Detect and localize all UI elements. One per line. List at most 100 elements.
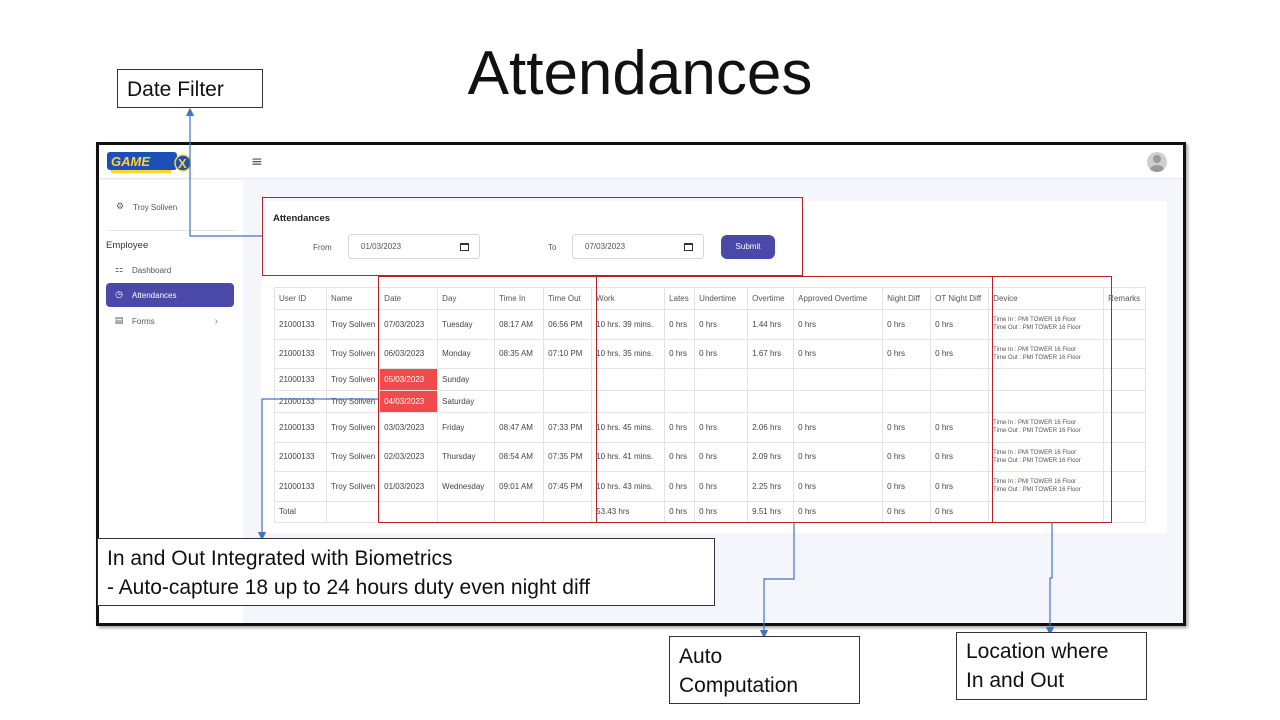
cell-user-id: 21000133 — [274, 471, 327, 502]
cell-time-in: 08:47 AM — [494, 412, 545, 443]
cell-work: 10 hrs. 35 mins. — [591, 338, 666, 369]
cell-remarks — [1103, 368, 1147, 391]
sidebar-item-dashboard[interactable]: ⚏ Dashboard — [106, 258, 234, 282]
table-row[interactable]: 21000133 Troy Soliven 06/03/2023 Monday 08:3… — [274, 338, 1147, 369]
table-total-row: Total 53.43 hrs 0 hrs 0 hrs 9.51 hrs 0 hrs 0 h… — [274, 500, 1147, 523]
cell-date: 07/03/2023 — [379, 309, 439, 340]
sidebar-user[interactable]: ⚙ Troy Soliven — [115, 202, 177, 212]
cell-name: Troy Soliven — [325, 309, 381, 340]
cell-user-id: 21000133 — [274, 338, 327, 369]
total-work: 53.43 hrs — [591, 500, 666, 523]
cell-approved-ot: 0 hrs — [793, 441, 884, 472]
total-approved-ot: 0 hrs — [793, 500, 884, 523]
chevron-right-icon: › — [214, 315, 218, 327]
cell-lates: 0 hrs — [664, 412, 696, 443]
sidebar-item-forms[interactable]: ▤ Forms › — [106, 309, 234, 333]
cell-device: Time In : PMI TOWER 16 Floor Time Out : P… — [988, 441, 1105, 472]
cell-time-out: 07:33 PM — [543, 412, 593, 443]
total-empty-cell — [325, 500, 381, 523]
auto-computation-callout-line2: Computation — [679, 674, 799, 697]
cell-night-diff — [882, 368, 932, 391]
table-row[interactable]: 21000133 Troy Soliven 05/03/2023 Sunday — [274, 368, 1147, 391]
total-ot-night-diff: 0 hrs — [930, 500, 990, 523]
table-row[interactable]: 21000133 Troy Soliven 07/03/2023 Tuesday 08:… — [274, 309, 1147, 340]
cell-name: Troy Soliven — [325, 368, 381, 391]
from-date-value: 01/03/2023 — [361, 242, 402, 251]
sidebar-user-name: Troy Soliven — [133, 202, 178, 212]
cell-name: Troy Soliven — [325, 471, 381, 502]
total-empty-cell — [1103, 500, 1147, 523]
cell-undertime: 0 hrs — [694, 471, 749, 502]
cell-lates: 0 hrs — [664, 309, 696, 340]
form-icon: ▤ — [114, 316, 124, 326]
auto-computation-callout-line1: Auto — [679, 645, 723, 668]
device-time-out: Time Out : PMI TOWER 16 Floor — [993, 325, 1081, 332]
cell-day: Saturday — [437, 390, 496, 413]
column-header: User ID — [274, 287, 327, 310]
column-header: Name — [325, 287, 381, 310]
device-time-out: Time Out : PMI TOWER 16 Floor — [993, 487, 1081, 494]
cell-lates — [664, 390, 696, 413]
cell-device: Time In : PMI TOWER 16 Floor Time Out : P… — [988, 338, 1105, 369]
cell-overtime: 2.06 hrs — [747, 412, 795, 443]
cell-device — [988, 390, 1105, 413]
gamex-logo-icon[interactable]: GAME X — [107, 149, 191, 175]
cell-approved-ot — [793, 390, 884, 413]
cell-device: Time In : PMI TOWER 16 Floor Time Out : P… — [988, 471, 1105, 502]
cell-time-in: 09:01 AM — [494, 471, 545, 502]
from-label: From — [313, 243, 332, 252]
to-date-input[interactable]: 07/03/2023 — [572, 234, 704, 259]
cell-night-diff — [882, 390, 932, 413]
avatar-icon[interactable] — [1147, 152, 1167, 172]
cell-overtime — [747, 390, 795, 413]
hamburger-icon[interactable]: ≡ — [251, 154, 263, 170]
sidebar-item-attendances[interactable]: ◷ Attendances — [106, 283, 234, 307]
device-time-out: Time Out : PMI TOWER 16 Floor — [993, 354, 1081, 361]
column-header: Day — [437, 287, 496, 310]
column-header: Overtime — [747, 287, 795, 310]
cell-name: Troy Soliven — [325, 441, 381, 472]
cell-device: Time In : PMI TOWER 16 Floor Time Out : P… — [988, 412, 1105, 443]
device-time-in: Time In : PMI TOWER 16 Floor — [993, 346, 1077, 353]
svg-text:GAME: GAME — [111, 154, 150, 169]
column-header: Undertime — [694, 287, 749, 310]
calendar-icon[interactable] — [460, 243, 469, 251]
table-row[interactable]: 21000133 Troy Soliven 01/03/2023 Wednesday 0… — [274, 471, 1147, 502]
top-bar: GAME X ≡ — [99, 145, 1183, 179]
cell-remarks — [1103, 309, 1147, 340]
table-row[interactable]: 21000133 Troy Soliven 03/03/2023 Friday 08:4… — [274, 412, 1147, 443]
cell-lates — [664, 368, 696, 391]
table-row[interactable]: 21000133 Troy Soliven 02/03/2023 Thursday 08… — [274, 441, 1147, 472]
cell-work: 10 hrs. 45 mins. — [591, 412, 666, 443]
cell-work: 10 hrs. 41 mins. — [591, 441, 666, 472]
calendar-icon[interactable] — [684, 243, 693, 251]
cell-date: 04/03/2023 — [379, 390, 439, 413]
cell-remarks — [1103, 471, 1147, 502]
cell-user-id: 21000133 — [274, 309, 327, 340]
cell-user-id: 21000133 — [274, 441, 327, 472]
cell-ot-night-diff: 0 hrs — [930, 338, 990, 369]
location-callout-line2: In and Out — [966, 669, 1065, 692]
cell-user-id: 21000133 — [274, 368, 327, 391]
biometrics-callout: In and Out Integrated with Biometrics - … — [97, 538, 715, 606]
cell-lates: 0 hrs — [664, 338, 696, 369]
cell-night-diff: 0 hrs — [882, 338, 932, 369]
table-row[interactable]: 21000133 Troy Soliven 04/03/2023 Saturday — [274, 390, 1147, 413]
auto-computation-callout: Auto Computation — [669, 636, 860, 704]
cell-device — [988, 368, 1105, 391]
cell-undertime — [694, 390, 749, 413]
cell-time-in: 08:17 AM — [494, 309, 545, 340]
cell-undertime: 0 hrs — [694, 412, 749, 443]
column-header: Date — [379, 287, 439, 310]
cell-date: 02/03/2023 — [379, 441, 439, 472]
from-date-input[interactable]: 01/03/2023 — [348, 234, 480, 259]
submit-button[interactable]: Submit — [721, 235, 775, 259]
device-time-out: Time Out : PMI TOWER 16 Floor — [993, 457, 1081, 464]
cell-night-diff: 0 hrs — [882, 412, 932, 443]
total-empty-cell — [494, 500, 545, 523]
cell-date: 05/03/2023 — [379, 368, 439, 391]
sidebar-item-label: Forms — [132, 316, 155, 326]
cell-date: 01/03/2023 — [379, 471, 439, 502]
cell-night-diff: 0 hrs — [882, 309, 932, 340]
cell-ot-night-diff: 0 hrs — [930, 471, 990, 502]
